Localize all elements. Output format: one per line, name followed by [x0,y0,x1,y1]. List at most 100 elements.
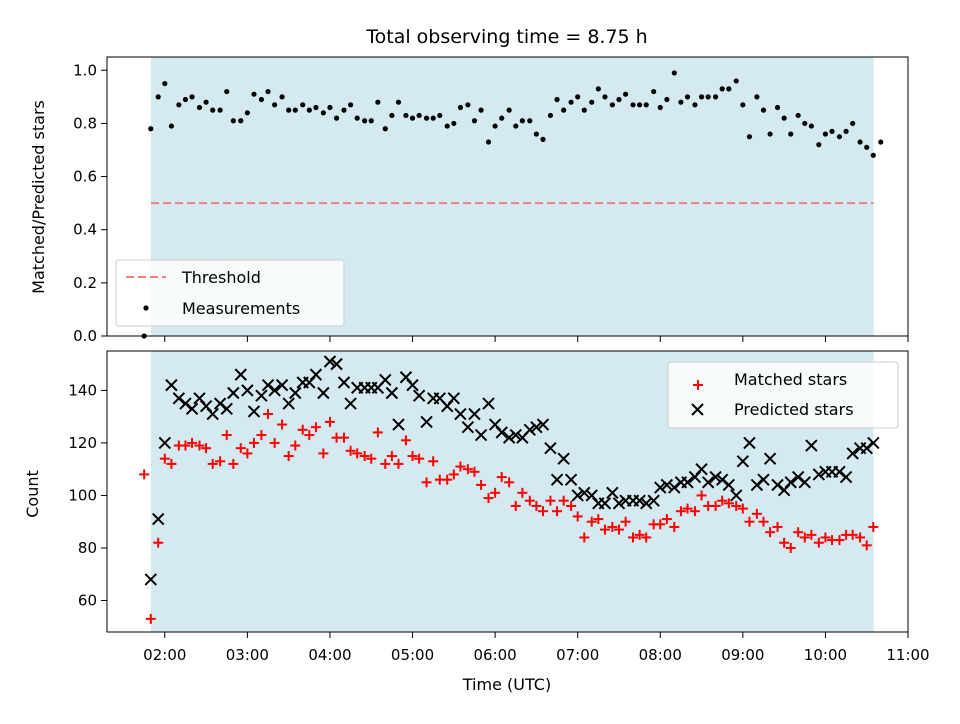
x-stroke-b [385,386,399,400]
predicted-stars-point [447,392,461,405]
x-stroke-b [220,402,233,415]
predicted-stars-point [317,386,330,400]
top-y-tick-label: 0.6 [73,168,97,186]
matched-stars-point [139,469,150,480]
bottom-x-tick-label: 04:00 [308,646,351,664]
x-stroke-b [337,376,351,389]
measurement-point [719,86,725,92]
x-stroke-b [454,407,467,421]
matched-stars-point [785,542,796,553]
measurement-point [698,94,705,100]
matched-stars-point [758,516,769,527]
bottom-y-tick-label: 80 [78,539,97,557]
bottom-axes-frame [106,350,909,633]
matched-stars-point [661,514,672,525]
measurement-point [581,107,587,113]
x-stroke-b [502,431,516,444]
matched-stars-point [310,422,321,433]
matched-stars-point [669,521,680,532]
measurement-point [870,152,876,158]
matched-stars-point [593,514,604,525]
x-stroke-b [172,392,186,405]
x-stroke-b [839,470,853,484]
x-stroke-b [213,397,227,410]
predicted-stars-point [557,452,570,465]
measurement-point [643,102,649,108]
x-stroke-b [433,392,446,405]
matched-stars-point [779,537,790,548]
predicted-stars-point [695,462,708,476]
predicted-stars-point [392,418,405,431]
predicted-stars-point [268,384,281,397]
matched-stars-point [228,458,239,469]
predicted-stars-point [379,373,392,387]
chart-title: Total observing time = 8.75 h [365,26,647,48]
x-stroke-b [185,402,199,415]
measurement-point [568,99,574,105]
measurement-point [286,107,292,113]
x-stroke-b [681,476,694,489]
matched-stars-point [531,500,542,511]
measurement-point [589,99,595,105]
x-stroke-b [482,397,495,410]
legend-predicted-swatch [691,403,704,416]
matched-stars-point [682,503,693,514]
matched-stars-point [324,416,335,427]
predicted-stars-point [598,497,612,510]
legend-matched-label: Matched stars [734,370,847,389]
matched-stars-point [731,500,742,511]
predicted-stars-point [743,436,756,450]
x-stroke-b [474,428,488,442]
measurement-point [272,102,278,108]
measurement-point [341,107,347,113]
x-stroke-b [247,405,261,418]
matched-stars-point [263,409,274,420]
x-stroke-b [399,371,413,384]
measurement-point [630,102,636,108]
matched-stars-point [572,511,583,522]
top-y-tick-label: 0.0 [73,327,97,345]
matched-stars-point [717,495,728,506]
predicted-stars-point [275,378,289,392]
x-stroke-b [206,407,219,421]
x-stroke-b [289,386,302,400]
matched-stars-point [628,532,639,543]
matched-stars-point [180,440,191,451]
measurement-point [664,96,670,103]
measurement-point [678,99,684,105]
predicted-stars-point [309,368,323,381]
matched-stars-point [380,458,391,469]
measurement-point [843,128,849,134]
x-stroke-b [227,386,240,400]
top-y-axis-label: Matched/Predicted stars [29,100,48,294]
predicted-stars-point [805,439,818,452]
measurement-point [740,102,746,108]
measurement-point [148,126,154,132]
predicted-stars-point [241,384,254,397]
measurement-point [609,102,615,108]
x-stroke-b [736,455,750,468]
measurement-point [423,115,430,121]
measurement-point [362,118,368,124]
measurement-point [279,94,285,100]
measurement-point [547,112,554,119]
bottom-y-axis-label: Count [23,470,42,518]
x-stroke-b [179,397,192,410]
matched-stars-point [297,424,308,435]
predicted-stars-point [337,376,351,389]
matched-stars-point [166,458,177,469]
x-stroke-b [406,378,419,392]
x-stroke-b [695,462,708,476]
x-stroke-b [833,465,846,479]
measurement-point [217,107,223,113]
matched-stars-point [469,466,480,477]
x-stroke-b [640,497,653,510]
top-y-ticks: 0.0 0.2 0.4 0.6 0.8 1.0 [73,61,107,345]
matched-stars-point [723,498,734,509]
measurement-point [300,102,306,108]
predicted-stars-point [502,431,516,444]
x-stroke-b [784,476,797,489]
matched-stars-point [366,453,377,464]
matched-stars-point [744,516,755,527]
predicted-stars-point [530,420,543,434]
